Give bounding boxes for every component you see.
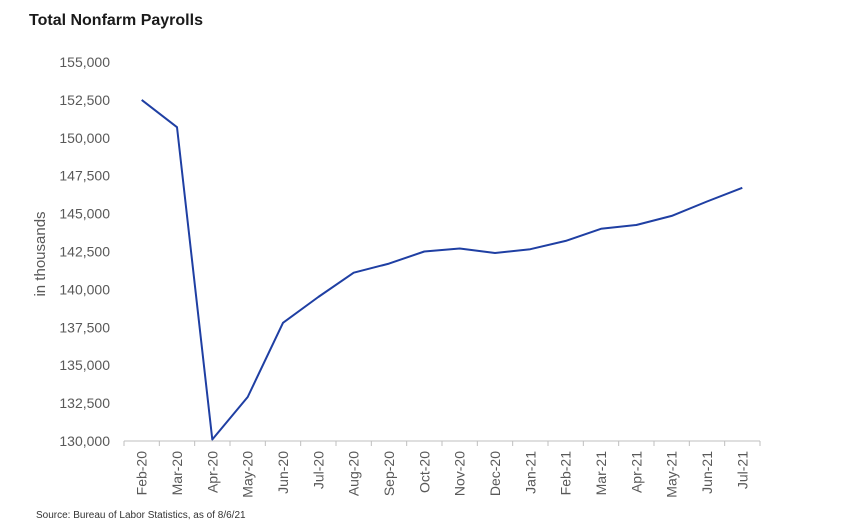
y-tick-label: 145,000: [59, 206, 110, 222]
x-tick-label: Jun-21: [699, 451, 715, 494]
x-tick-label: Sep-20: [381, 451, 397, 496]
x-axis-ticks: Feb-20 Mar-20 Apr-20 May-20 Jun-20 Jul-20 Aug-…: [123, 441, 761, 498]
x-tick-label: May-21: [664, 451, 680, 498]
x-tick-label: Oct-20: [416, 451, 432, 493]
source-note: Source: Bureau of Labor Statistics, as o…: [36, 510, 246, 521]
x-tick-label: Jan-21: [522, 451, 538, 494]
chart-title: Total Nonfarm Payrolls: [29, 12, 203, 29]
y-tick-label: 147,500: [59, 168, 110, 184]
x-tick-label: Jul-21: [734, 451, 750, 489]
x-tick-label: Jun-20: [275, 451, 291, 494]
x-tick-label: Apr-20: [204, 451, 220, 493]
x-tick-label: May-20: [240, 451, 256, 498]
x-tick-label: Mar-20: [169, 451, 185, 496]
y-tick-label: 135,000: [59, 357, 110, 373]
y-axis-label: in thousands: [32, 211, 49, 296]
x-tick-label: Feb-21: [558, 451, 574, 496]
y-tick-label: 140,000: [59, 281, 110, 297]
y-tick-label: 142,500: [59, 244, 110, 260]
x-tick-label: Mar-21: [593, 451, 609, 496]
x-tick-label: Nov-20: [452, 451, 468, 496]
x-tick-label: Aug-20: [346, 451, 362, 496]
x-tick-label: Apr-21: [628, 451, 644, 493]
y-tick-label: 130,000: [59, 433, 110, 449]
x-tick-label: Feb-20: [134, 451, 150, 496]
y-tick-label: 137,500: [59, 319, 110, 335]
y-axis-ticks: 155,000 152,500 150,000 147,500 145,000 142,5…: [59, 54, 110, 449]
y-tick-label: 155,000: [59, 54, 110, 70]
y-tick-label: 152,500: [59, 92, 110, 108]
series-line: [141, 99, 743, 441]
x-tick-label: Jul-20: [310, 451, 326, 489]
y-tick-label: 150,000: [59, 130, 110, 146]
y-tick-label: 132,500: [59, 395, 110, 411]
x-tick-label: Dec-20: [487, 451, 503, 496]
